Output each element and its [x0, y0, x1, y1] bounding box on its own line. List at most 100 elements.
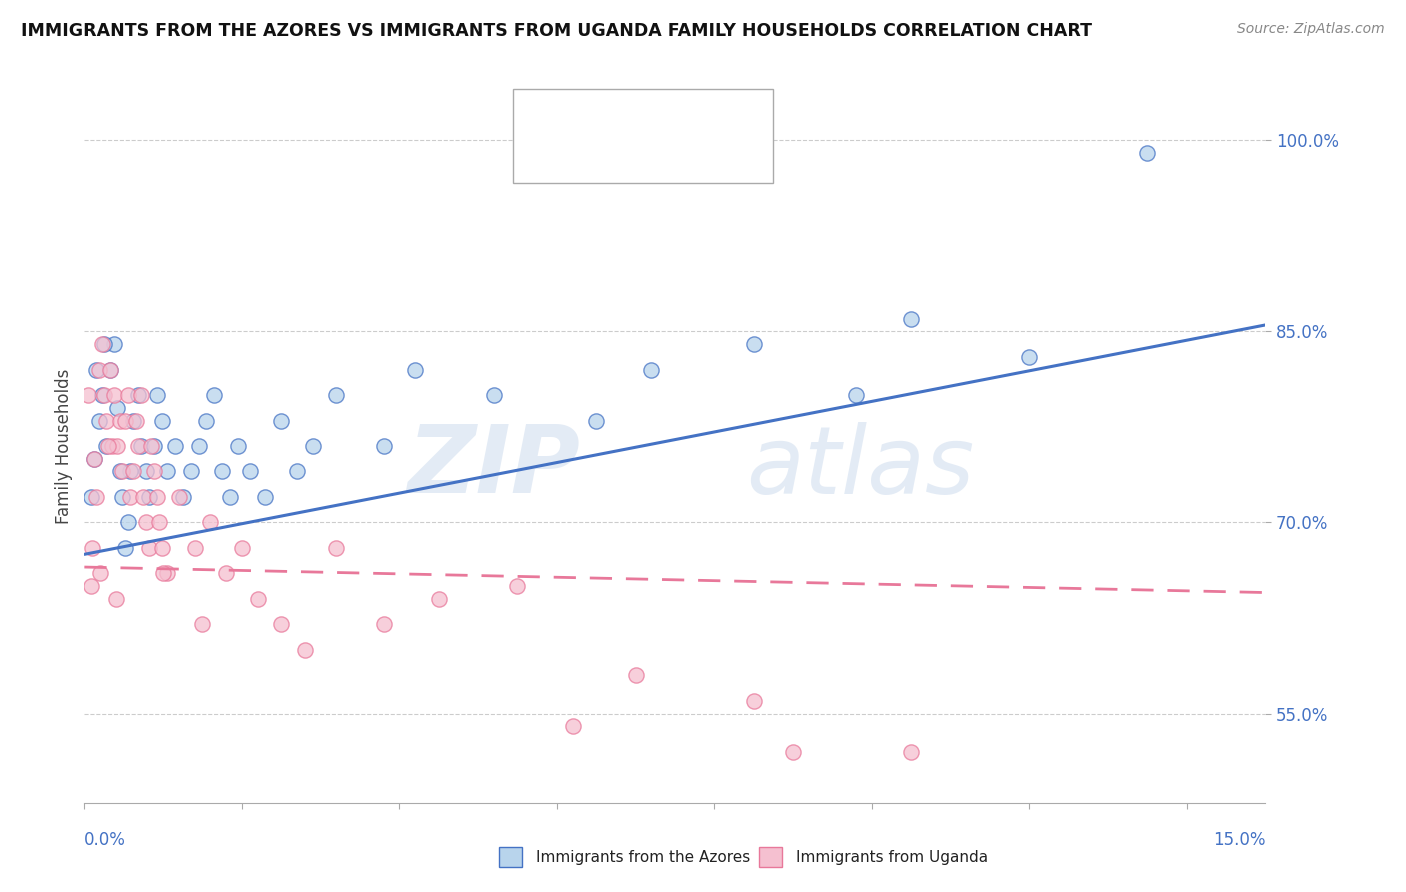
Point — [90, 388, 112, 402]
Point — [187, 439, 209, 453]
Point — [146, 490, 169, 504]
Point — [138, 541, 160, 555]
Point — [84, 490, 107, 504]
Point — [98, 362, 121, 376]
Point — [148, 516, 170, 530]
Point — [172, 490, 194, 504]
Point — [84, 362, 107, 376]
Point — [195, 413, 218, 427]
Point — [127, 388, 149, 402]
Point — [200, 516, 222, 530]
Point — [624, 668, 647, 682]
Point — [117, 388, 139, 402]
Point — [87, 362, 110, 376]
Point — [142, 465, 165, 479]
Point — [373, 617, 395, 632]
Point — [103, 337, 125, 351]
Point — [191, 617, 214, 632]
Point — [146, 388, 169, 402]
Text: Immigrants from the Azores: Immigrants from the Azores — [536, 850, 749, 864]
Point — [294, 643, 316, 657]
Point — [150, 541, 173, 555]
Point — [114, 413, 136, 427]
Point — [114, 541, 136, 555]
Point — [118, 490, 141, 504]
Point — [96, 439, 118, 453]
Point — [742, 694, 765, 708]
Point — [108, 413, 131, 427]
Point — [239, 465, 262, 479]
Point — [79, 490, 101, 504]
Point — [180, 465, 202, 479]
Point — [349, 822, 371, 836]
Point — [96, 413, 118, 427]
Point — [202, 388, 225, 402]
Text: Source: ZipAtlas.com: Source: ZipAtlas.com — [1237, 22, 1385, 37]
Point — [167, 490, 190, 504]
Point — [138, 490, 160, 504]
Point — [900, 745, 922, 759]
Point — [270, 413, 292, 427]
Point — [211, 465, 233, 479]
Text: atlas: atlas — [745, 422, 974, 513]
Point — [1018, 350, 1040, 364]
Point — [117, 516, 139, 530]
Point — [404, 362, 426, 376]
FancyBboxPatch shape — [537, 113, 562, 138]
Point — [98, 362, 121, 376]
Point — [129, 439, 152, 453]
Point — [156, 566, 179, 581]
Point — [900, 311, 922, 326]
Point — [135, 465, 157, 479]
Point — [183, 541, 205, 555]
Point — [156, 465, 179, 479]
Point — [226, 439, 249, 453]
Point — [135, 516, 157, 530]
Point — [82, 541, 104, 555]
Point — [427, 591, 450, 606]
Point — [83, 451, 105, 466]
Point — [83, 451, 105, 466]
Point — [103, 388, 125, 402]
Point — [87, 413, 110, 427]
Point — [77, 388, 100, 402]
Text: ZIP: ZIP — [408, 421, 581, 514]
Point — [150, 413, 173, 427]
Point — [742, 337, 765, 351]
Point — [219, 490, 242, 504]
Point — [301, 439, 323, 453]
Text: IMMIGRANTS FROM THE AZORES VS IMMIGRANTS FROM UGANDA FAMILY HOUSEHOLDS CORRELATI: IMMIGRANTS FROM THE AZORES VS IMMIGRANTS… — [21, 22, 1092, 40]
Point — [640, 362, 662, 376]
Text: R = -0.035   N = 54: R = -0.035 N = 54 — [574, 148, 737, 166]
Point — [142, 439, 165, 453]
Point — [93, 388, 115, 402]
Point — [215, 566, 238, 581]
Point — [97, 439, 120, 453]
Text: 15.0%: 15.0% — [1213, 831, 1265, 849]
Point — [124, 413, 146, 427]
Point — [107, 439, 129, 453]
Point — [122, 465, 145, 479]
Point — [782, 745, 804, 759]
Point — [246, 591, 269, 606]
Point — [108, 465, 131, 479]
Point — [845, 388, 868, 402]
FancyBboxPatch shape — [537, 145, 562, 169]
Point — [127, 439, 149, 453]
Point — [129, 388, 152, 402]
Point — [285, 465, 308, 479]
Point — [561, 719, 583, 733]
Point — [506, 579, 529, 593]
Point — [270, 617, 292, 632]
Point — [152, 566, 174, 581]
Point — [163, 439, 186, 453]
Point — [585, 413, 607, 427]
Point — [132, 490, 155, 504]
Point — [122, 413, 145, 427]
Point — [141, 439, 163, 453]
Point — [101, 439, 124, 453]
Point — [325, 541, 347, 555]
Point — [89, 566, 111, 581]
Point — [1136, 145, 1159, 160]
Text: Immigrants from Uganda: Immigrants from Uganda — [796, 850, 988, 864]
